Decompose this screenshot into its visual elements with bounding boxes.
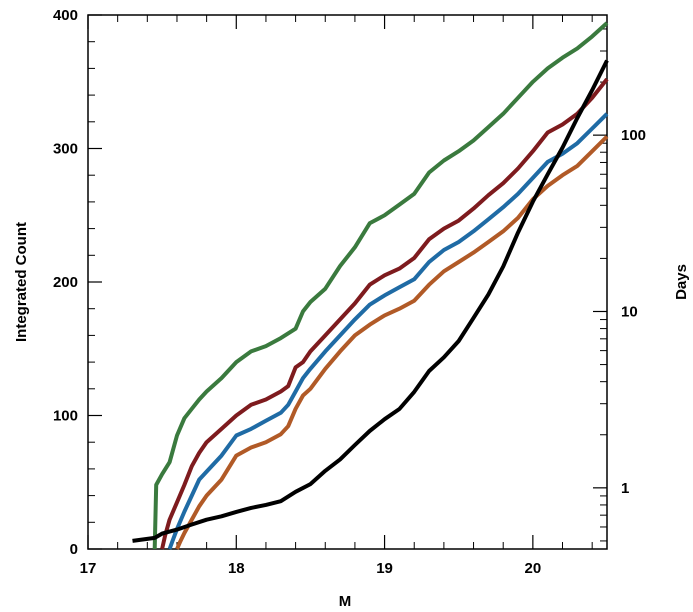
series-line-4 [175,135,609,550]
series-line-3 [167,112,609,550]
x-tick-label: 19 [376,560,393,577]
axis-ticks [87,14,607,550]
y-tick-label: 400 [53,7,78,24]
y2-axis-title: Days [673,264,690,300]
series-lines [132,21,609,550]
y2-tick-label: 1 [621,480,629,497]
y-tick-label: 200 [53,274,78,291]
y-tick-label: 300 [53,141,78,158]
y-tick-label: 0 [70,541,78,558]
series-line-2 [160,77,609,550]
x-axis-title: M [339,593,352,610]
y-tick-label: 100 [53,408,78,425]
series-line-1 [152,21,609,550]
x-tick-label: 20 [525,560,542,577]
y2-tick-label: 10 [621,303,638,320]
y2-tick-label: 100 [621,127,646,144]
x-tick-label: 18 [228,560,245,577]
x-tick-label: 17 [80,560,97,577]
series-line-5 [132,59,609,543]
y-axis-title: Integrated Count [13,222,30,342]
